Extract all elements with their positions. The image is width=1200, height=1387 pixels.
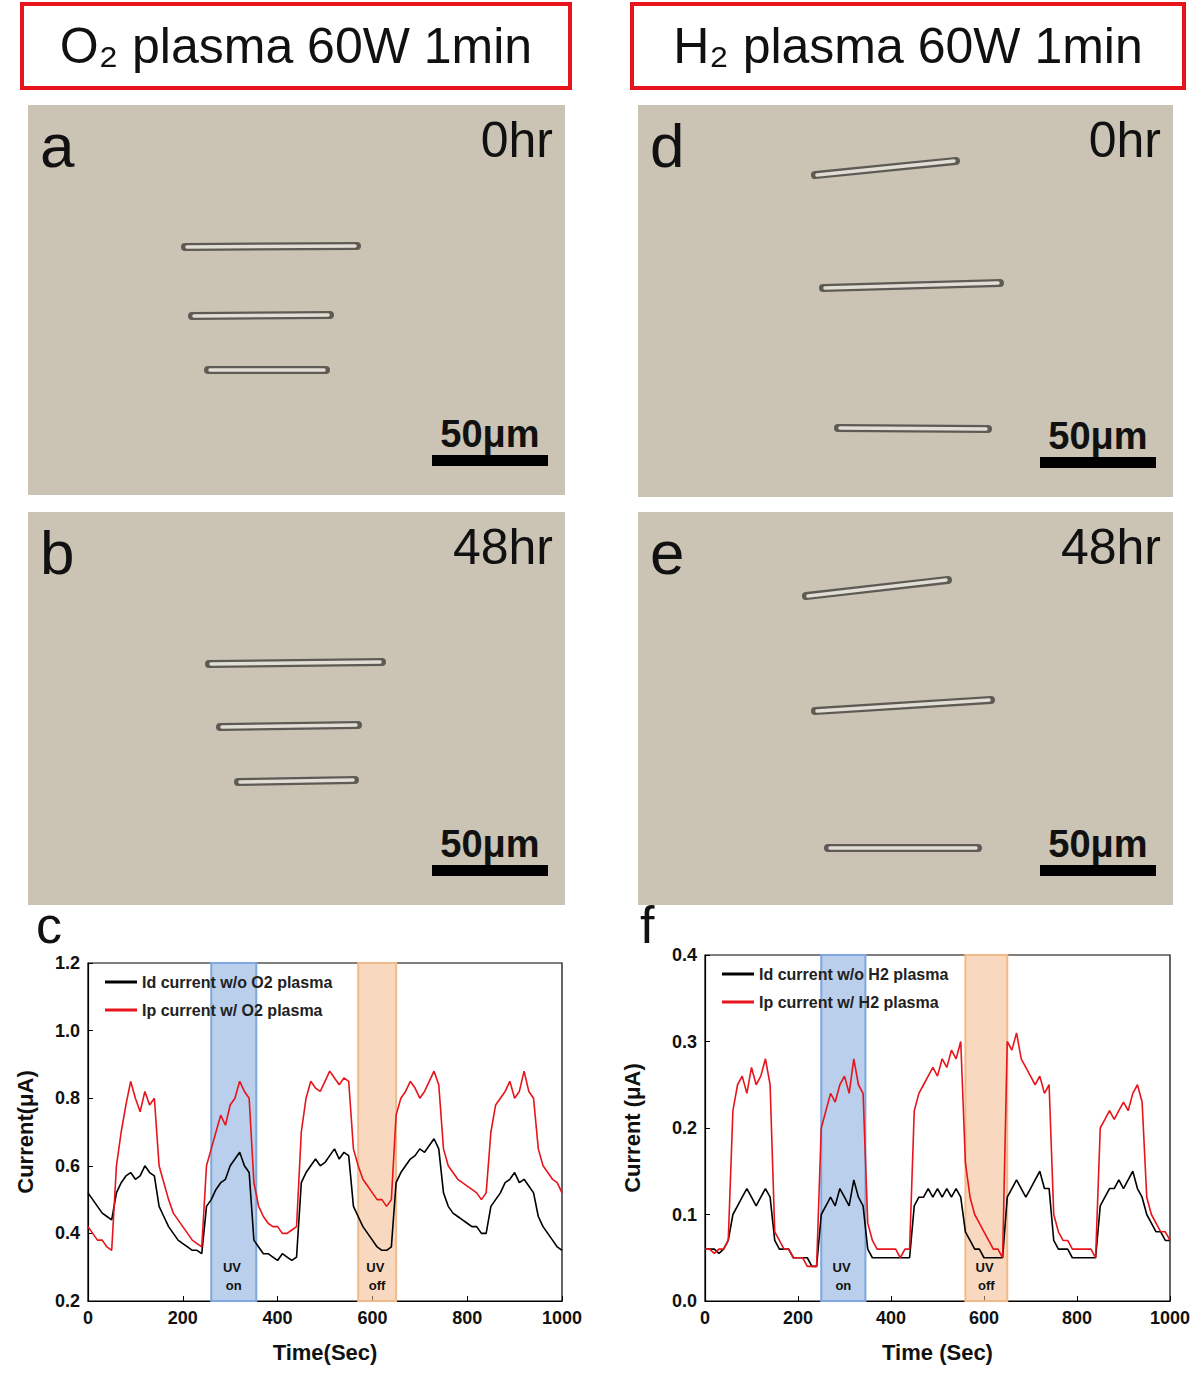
svg-text:1.0: 1.0 (55, 1021, 80, 1041)
svg-text:Ip current w/ O2 plasma: Ip current w/ O2 plasma (142, 1002, 323, 1019)
svg-text:0hr: 0hr (1089, 112, 1161, 168)
svg-text:200: 200 (783, 1308, 813, 1328)
svg-text:50μm: 50μm (440, 823, 539, 865)
svg-text:0: 0 (700, 1308, 710, 1328)
svg-text:0.8: 0.8 (55, 1088, 80, 1108)
html-text:H₂ plasma 60W 1min: H₂ plasma 60W 1min (673, 18, 1143, 74)
svg-text:400: 400 (263, 1308, 293, 1328)
svg-text:800: 800 (452, 1308, 482, 1328)
svg-text:UV: UV (366, 1260, 388, 1275)
svg-text:Ip current w/ H2 plasma: Ip current w/ H2 plasma (759, 994, 939, 1011)
svg-text:UV: UV (975, 1260, 997, 1275)
html-text:O₂ plasma 60W 1min: O₂ plasma 60W 1min (59, 18, 533, 74)
svg-text:600: 600 (357, 1308, 387, 1328)
svg-text:50μm: 50μm (1048, 415, 1147, 457)
svg-text:on: on (835, 1278, 851, 1293)
svg-text:50μm: 50μm (440, 413, 539, 455)
svg-text:Id current w/o O2 plasma: Id current w/o O2 plasma (142, 974, 332, 991)
svg-text:1.2: 1.2 (55, 953, 80, 973)
svg-text:0.1: 0.1 (672, 1205, 697, 1225)
svg-text:200: 200 (168, 1308, 198, 1328)
svg-text:UV: UV (833, 1260, 855, 1275)
svg-text:0: 0 (83, 1308, 93, 1328)
svg-text:Time (Sec): Time (Sec) (882, 1340, 993, 1365)
html-text:c: c (36, 896, 62, 954)
svg-text:b: b (40, 518, 74, 587)
svg-text:d: d (650, 111, 684, 180)
svg-text:0.2: 0.2 (672, 1118, 697, 1138)
svg-text:1000: 1000 (542, 1308, 582, 1328)
svg-text:e: e (650, 518, 684, 587)
html-text:f: f (640, 896, 655, 954)
svg-text:48hr: 48hr (453, 519, 553, 575)
svg-text:0.4: 0.4 (55, 1223, 80, 1243)
svg-text:0.6: 0.6 (55, 1156, 80, 1176)
svg-text:0.3: 0.3 (672, 1032, 697, 1052)
svg-text:Current(μA): Current(μA) (13, 1070, 38, 1193)
svg-text:0hr: 0hr (481, 112, 553, 168)
svg-text:50μm: 50μm (1048, 823, 1147, 865)
svg-text:Current (μA): Current (μA) (620, 1063, 645, 1193)
svg-text:600: 600 (969, 1308, 999, 1328)
svg-text:on: on (226, 1278, 242, 1293)
svg-text:1000: 1000 (1150, 1308, 1190, 1328)
svg-text:Time(Sec): Time(Sec) (273, 1340, 378, 1365)
svg-text:UV: UV (223, 1260, 245, 1275)
svg-text:800: 800 (1062, 1308, 1092, 1328)
svg-text:0.2: 0.2 (55, 1291, 80, 1311)
svg-text:0.0: 0.0 (672, 1291, 697, 1311)
svg-text:48hr: 48hr (1061, 519, 1161, 575)
svg-text:a: a (40, 111, 75, 180)
svg-text:Id current w/o H2 plasma: Id current w/o H2 plasma (759, 966, 948, 983)
svg-text:400: 400 (876, 1308, 906, 1328)
svg-text:off: off (369, 1278, 386, 1293)
svg-text:off: off (978, 1278, 995, 1293)
svg-text:0.4: 0.4 (672, 945, 697, 965)
